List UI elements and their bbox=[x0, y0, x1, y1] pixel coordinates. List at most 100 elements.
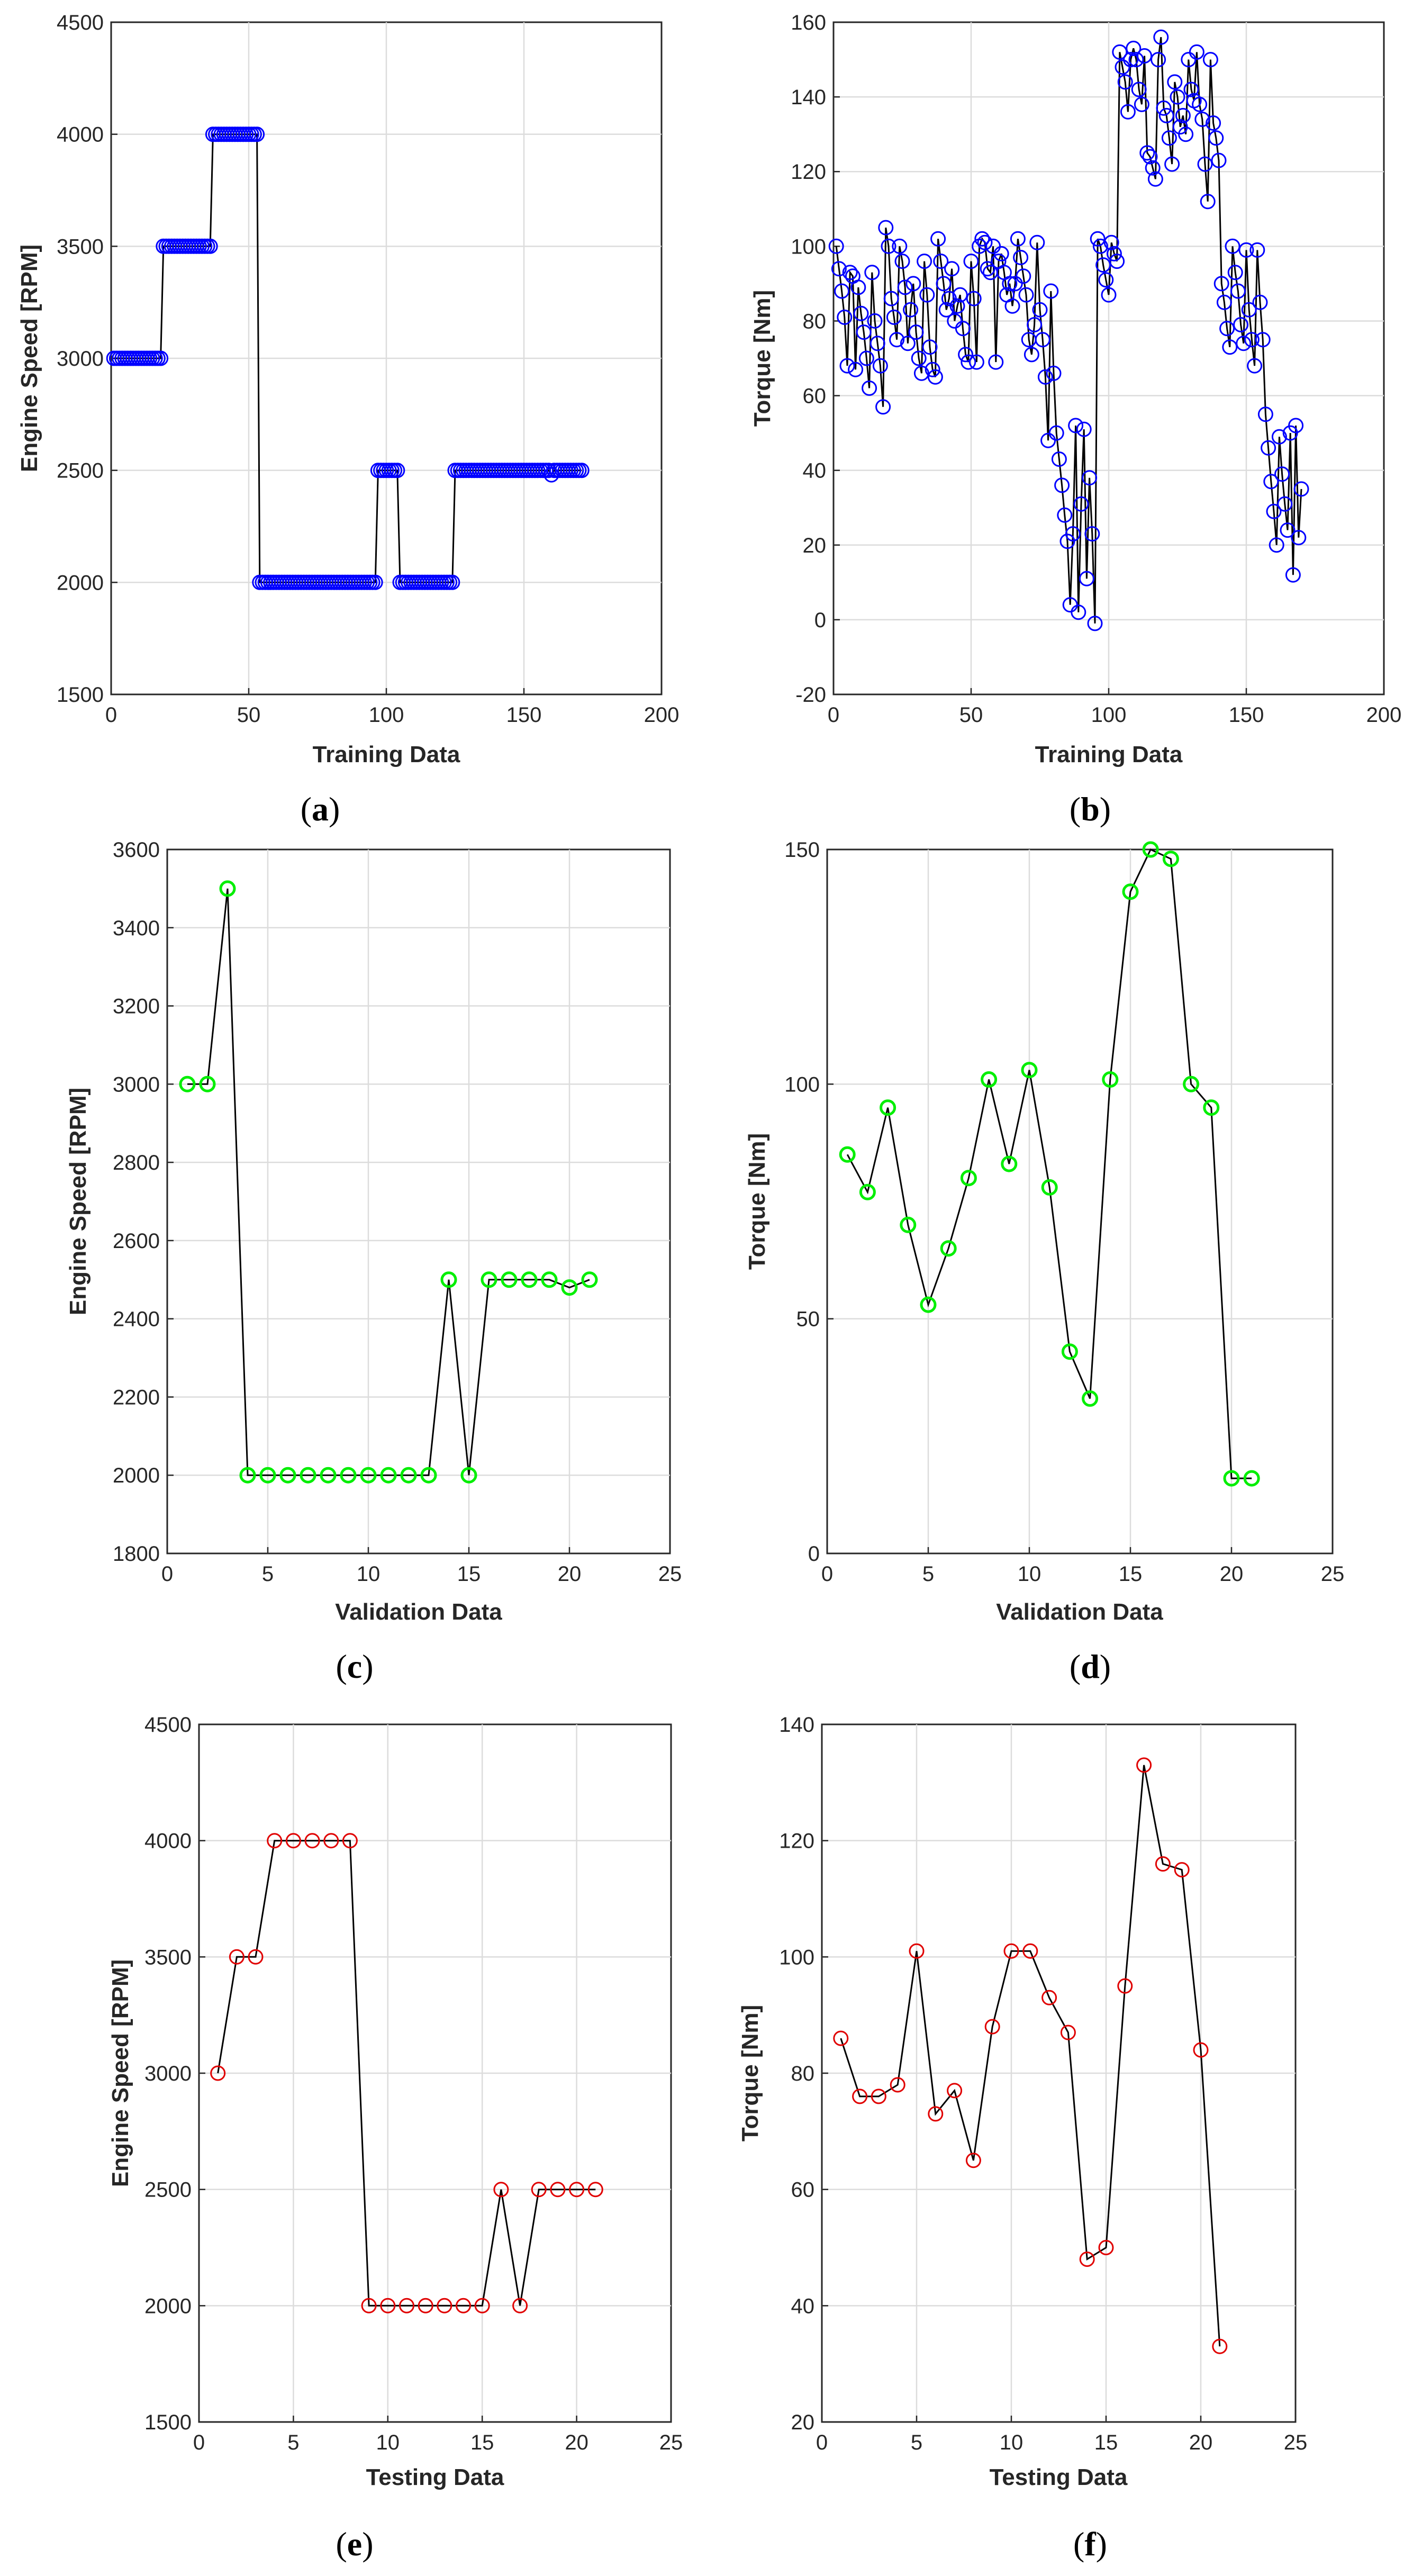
data-point bbox=[1257, 406, 1273, 422]
markers-c bbox=[179, 880, 598, 1484]
data-point bbox=[981, 1071, 998, 1088]
data-point bbox=[380, 1467, 397, 1484]
data-point bbox=[977, 234, 993, 250]
data-point bbox=[493, 2182, 509, 2198]
data-point bbox=[944, 261, 960, 277]
data-point bbox=[259, 1467, 276, 1484]
x-tick-label: 15 bbox=[1094, 2431, 1118, 2454]
data-point bbox=[1244, 332, 1260, 348]
grid-d bbox=[827, 849, 1333, 1553]
markers-a bbox=[106, 126, 590, 590]
chart-e: 0 5 10 15 20 25 1500 2000 2500 3000 3500 4000 4500 T… bbox=[107, 1713, 683, 2563]
data-point bbox=[1103, 234, 1119, 250]
data-point bbox=[285, 1833, 301, 1849]
data-point bbox=[917, 254, 932, 269]
data-point bbox=[1197, 156, 1213, 172]
data-point bbox=[1271, 429, 1287, 445]
data-point bbox=[1079, 571, 1094, 586]
data-point bbox=[229, 1949, 244, 1965]
data-point bbox=[905, 276, 921, 292]
data-point bbox=[1071, 604, 1086, 620]
data-point bbox=[911, 350, 927, 366]
data-point bbox=[858, 350, 874, 366]
panel-label-d: (d) bbox=[1070, 1648, 1111, 1685]
data-point bbox=[890, 2077, 905, 2093]
data-point bbox=[1151, 52, 1166, 68]
x-tick-label: 5 bbox=[922, 1562, 934, 1586]
data-point bbox=[1068, 418, 1084, 433]
data-point bbox=[521, 1271, 538, 1288]
data-point bbox=[1098, 2240, 1114, 2255]
y-tick-label: 50 bbox=[796, 1308, 820, 1331]
data-point bbox=[1131, 82, 1147, 97]
data-point bbox=[1225, 238, 1240, 254]
panel-label-f: (f) bbox=[1073, 2525, 1107, 2563]
data-point bbox=[1291, 530, 1307, 546]
data-point bbox=[864, 265, 880, 281]
data-point bbox=[1137, 48, 1153, 64]
data-point bbox=[1175, 107, 1191, 123]
data-point bbox=[848, 361, 864, 377]
data-point bbox=[853, 305, 869, 321]
data-point bbox=[1003, 1943, 1019, 1959]
data-point bbox=[933, 254, 949, 269]
data-point bbox=[390, 463, 405, 478]
data-point bbox=[900, 336, 916, 351]
data-point bbox=[1041, 1179, 1058, 1196]
data-point bbox=[1061, 1343, 1078, 1360]
data-point bbox=[1018, 287, 1034, 303]
x-tick-label: 150 bbox=[506, 703, 542, 727]
y-tick-label: 3500 bbox=[144, 1946, 192, 1969]
data-point bbox=[955, 321, 971, 337]
markers-b bbox=[828, 29, 1309, 631]
data-point bbox=[1016, 268, 1031, 284]
y-tick-label: 4500 bbox=[57, 11, 104, 34]
data-point bbox=[267, 1833, 283, 1849]
data-point bbox=[900, 1216, 917, 1233]
panel-letter-e: e bbox=[347, 2525, 362, 2563]
data-point bbox=[1090, 231, 1106, 247]
data-point bbox=[965, 2153, 981, 2168]
data-point bbox=[445, 574, 460, 590]
data-point bbox=[279, 1467, 296, 1484]
data-point bbox=[909, 1943, 925, 1959]
data-point bbox=[993, 246, 1009, 261]
xlabel-b: Training Data bbox=[1035, 742, 1183, 767]
data-point bbox=[1223, 1470, 1240, 1487]
chart-a: 0 50 100 150 200 1500 2000 2500 3000 3500 4000 4500… bbox=[16, 11, 679, 828]
data-point bbox=[1043, 283, 1059, 299]
y-tick-label: 3500 bbox=[57, 235, 104, 258]
data-point bbox=[1065, 526, 1081, 542]
x-tick-label: 25 bbox=[659, 2431, 683, 2454]
ylabel-a: Engine Speed [RPM] bbox=[16, 245, 42, 472]
data-point bbox=[1117, 1978, 1133, 1994]
data-point bbox=[1046, 365, 1062, 381]
xlabel-c: Validation Data bbox=[335, 1599, 502, 1625]
data-point bbox=[960, 1170, 977, 1187]
data-point bbox=[886, 309, 902, 325]
y-tick-label: 2000 bbox=[113, 1464, 160, 1487]
data-point bbox=[460, 1467, 477, 1484]
data-point bbox=[1122, 883, 1139, 900]
data-point bbox=[1170, 89, 1185, 105]
chart-d: 0 5 10 15 20 25 0 50 100 150 Validation Data Torq… bbox=[744, 838, 1344, 1685]
data-point bbox=[1202, 52, 1218, 68]
data-point bbox=[304, 1833, 320, 1849]
y-tick-label: 60 bbox=[803, 385, 827, 408]
data-point bbox=[1219, 321, 1235, 337]
data-point bbox=[903, 302, 919, 318]
data-point bbox=[361, 2298, 377, 2313]
data-point bbox=[1252, 294, 1268, 310]
data-point bbox=[1167, 74, 1183, 90]
x-tick-label: 5 bbox=[287, 2431, 299, 2454]
data-point bbox=[1216, 294, 1232, 310]
data-point bbox=[949, 298, 965, 314]
y-tick-label: 2600 bbox=[113, 1230, 160, 1253]
y-tick-label: 150 bbox=[784, 838, 820, 862]
x-tick-label: 15 bbox=[457, 1562, 481, 1586]
y-tick-label: 3000 bbox=[144, 2062, 192, 2085]
xlabel-e: Testing Data bbox=[366, 2464, 504, 2490]
data-point bbox=[1263, 474, 1279, 490]
panel-letter-c: c bbox=[347, 1648, 362, 1685]
data-point bbox=[1285, 567, 1301, 583]
